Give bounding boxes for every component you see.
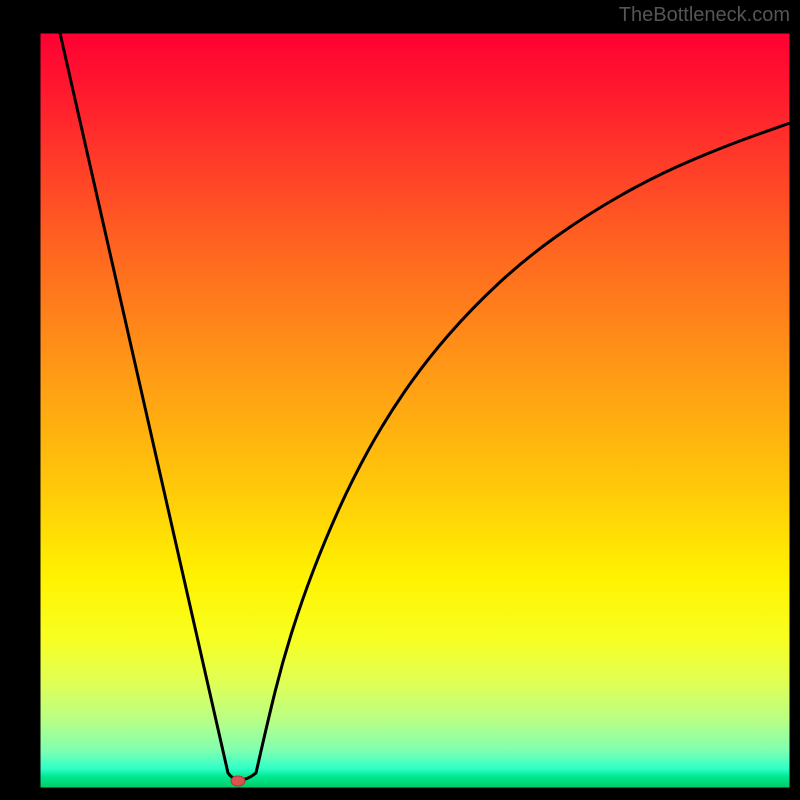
bottleneck-chart — [0, 0, 800, 800]
attribution-label: TheBottleneck.com — [619, 4, 790, 27]
optimal-point-marker — [231, 776, 245, 786]
plot-background — [40, 33, 790, 788]
